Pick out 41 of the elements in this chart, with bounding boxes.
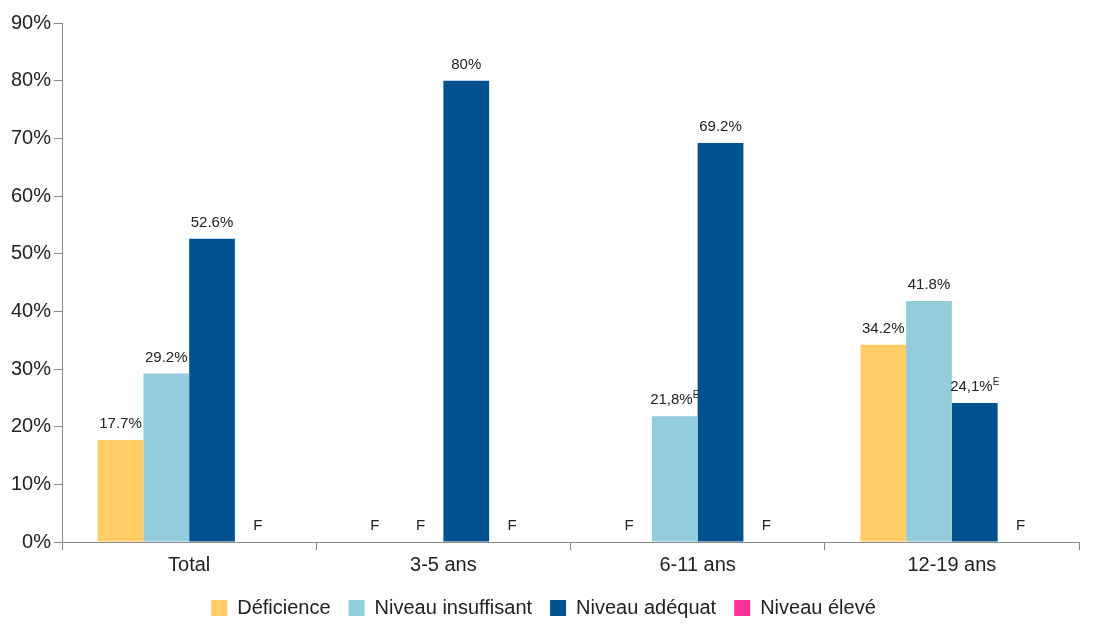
- legend-label: Déficience: [237, 595, 331, 618]
- x-tick-label: 12-19 ans: [907, 552, 997, 575]
- bar: [860, 344, 907, 542]
- data-label: 34.2%: [861, 318, 905, 336]
- x-tick-label: 6-11 ans: [659, 552, 736, 575]
- y-tick-label: 50%: [11, 241, 52, 264]
- data-label: 69.2%: [699, 116, 742, 134]
- x-tick-label: Total: [168, 552, 211, 575]
- y-tick-label: 10%: [11, 471, 52, 494]
- x-tick-label: 3-5 ans: [410, 552, 477, 575]
- bar: [651, 416, 698, 542]
- data-label: 41.8%: [907, 274, 951, 292]
- text: F: [1015, 516, 1026, 533]
- data-label: 80%: [451, 54, 482, 72]
- data-label: 52.6%: [190, 212, 234, 230]
- y-tick-label: 90%: [11, 10, 52, 33]
- y-tick-label: 40%: [11, 298, 52, 321]
- y-tick-label: 60%: [11, 183, 52, 206]
- legend-label: Niveau adéquat: [576, 595, 717, 618]
- legend-label: Niveau élevé: [760, 595, 876, 618]
- bar: [443, 80, 490, 542]
- text: F: [370, 516, 380, 533]
- bar: [906, 300, 952, 542]
- bar: [97, 439, 144, 542]
- bar: [951, 403, 998, 542]
- data-label: 29.2%: [145, 347, 188, 365]
- y-tick-label: 20%: [11, 414, 52, 437]
- text: F: [761, 516, 771, 533]
- text: F: [415, 516, 426, 533]
- text: F: [253, 516, 263, 533]
- text: F: [507, 516, 517, 533]
- legend-label: Niveau insuffisant: [374, 595, 533, 618]
- y-tick-label: 30%: [11, 356, 52, 379]
- text: F: [624, 516, 634, 533]
- y-tick-label: 80%: [11, 68, 52, 91]
- bar: [189, 238, 235, 542]
- y-tick-label: 0%: [22, 529, 52, 552]
- bar: [697, 142, 744, 542]
- bar: [143, 373, 190, 542]
- y-tick-label: 70%: [11, 125, 52, 148]
- data-label: 17.7%: [99, 413, 142, 431]
